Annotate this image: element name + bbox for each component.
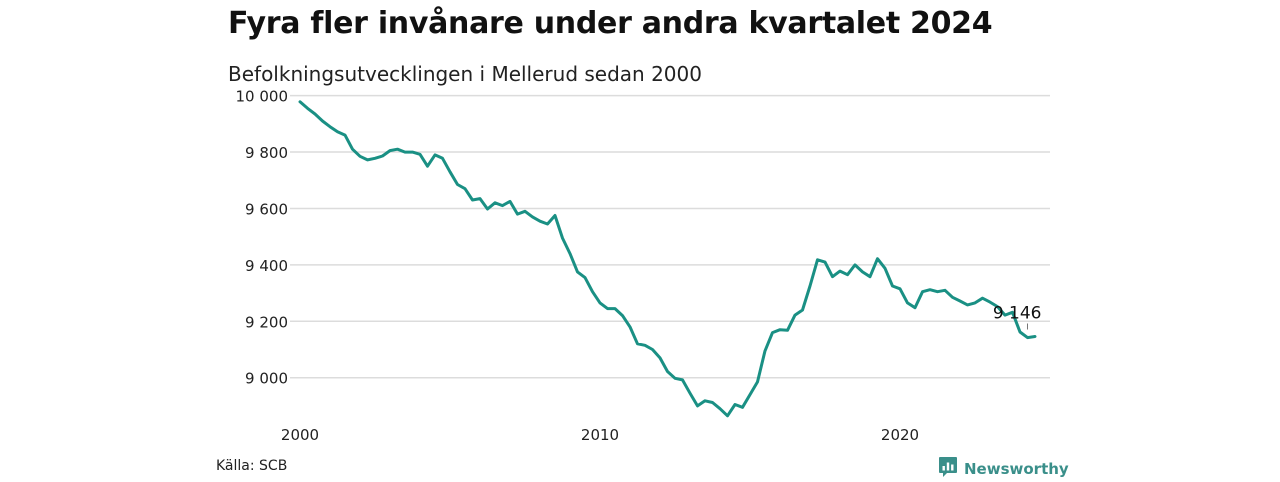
annotation-label: 9 146 (993, 304, 1042, 324)
y-tick-label: 9 200 (245, 313, 288, 331)
y-tick-label: 9 800 (245, 144, 288, 162)
y-tick-label: 9 400 (245, 257, 288, 275)
brand-logo[interactable]: Newsworthy (938, 456, 1069, 482)
x-axis-ticks: 2000 2010 2020 (281, 426, 919, 444)
gridlines (290, 96, 1050, 378)
series-layer (300, 102, 1035, 416)
series-line (300, 102, 1035, 416)
x-tick-label: 2000 (281, 426, 319, 444)
newsworthy-logo-icon (938, 456, 958, 482)
x-tick-label: 2010 (581, 426, 619, 444)
y-tick-label: 10 000 (236, 88, 289, 106)
y-axis-ticks: 10 000 9 800 9 600 9 400 9 200 9 000 (236, 88, 289, 388)
x-tick-label: 2020 (881, 426, 919, 444)
y-tick-label: 9 000 (245, 370, 288, 388)
brand-name: Newsworthy (964, 460, 1069, 478)
source-note: Källa: SCB (216, 458, 287, 474)
y-tick-label: 9 600 (245, 200, 288, 218)
